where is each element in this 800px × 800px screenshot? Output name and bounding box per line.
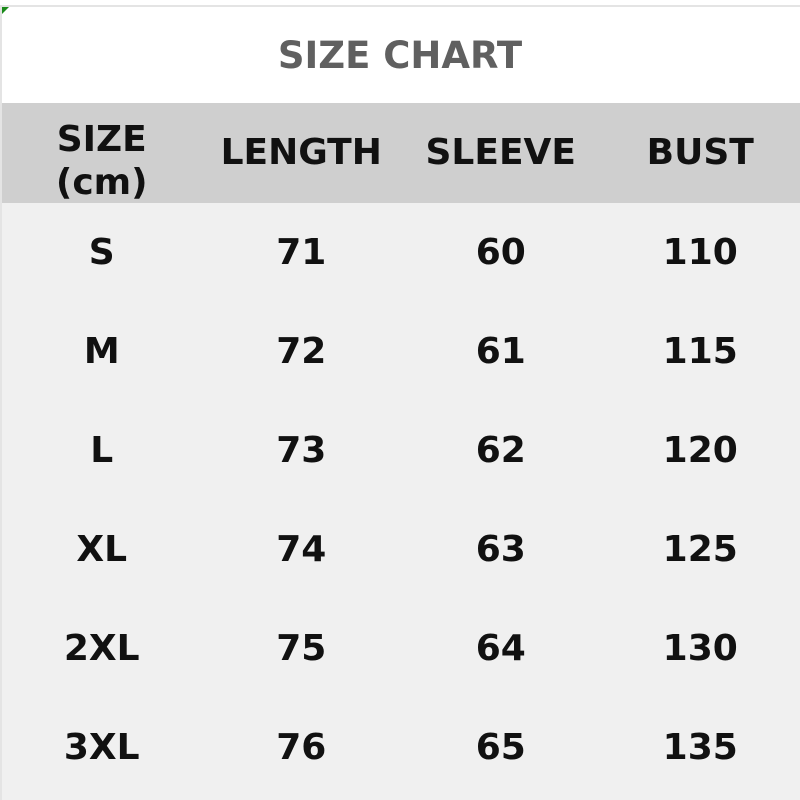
table-header: SIZE (cm) LENGTH SLEEVE BUST (2, 103, 800, 203)
cell-sleeve: 63 (475, 529, 526, 570)
table-row: S 71 60 110 (2, 203, 800, 302)
cell-length: 74 (276, 529, 327, 570)
header-size: SIZE (cm) (2, 103, 202, 203)
cell-bust: 110 (662, 232, 738, 273)
cell-bust: 130 (662, 628, 738, 669)
header-length: LENGTH (220, 132, 382, 174)
cell-length: 71 (276, 232, 327, 273)
cell-sleeve: 65 (475, 727, 526, 768)
cell-size: 3XL (63, 727, 140, 768)
cell-size: XL (76, 529, 128, 570)
cell-bust: 115 (662, 331, 738, 372)
cell-length: 76 (276, 727, 327, 768)
cell-sleeve: 62 (475, 430, 526, 471)
cell-bust: 125 (662, 529, 738, 570)
table-row: XL 74 63 125 (2, 500, 800, 599)
header-size-unit: (cm) (55, 162, 148, 203)
chart-frame (0, 5, 800, 800)
header-sleeve: SLEEVE (425, 132, 576, 174)
table-row: 2XL 75 64 130 (2, 599, 800, 698)
cell-size: M (83, 331, 120, 372)
cell-length: 73 (276, 430, 327, 471)
table-body: S 71 60 110 M 72 61 115 L 73 62 120 XL 74 63 125 2XL 75 64… (2, 203, 800, 800)
chart-title: SIZE CHART (277, 33, 523, 77)
corner-marker-icon (2, 7, 9, 14)
cell-bust: 120 (662, 430, 738, 471)
cell-size: 2XL (63, 628, 140, 669)
cell-sleeve: 60 (475, 232, 526, 273)
cell-size: S (88, 232, 115, 273)
cell-bust: 135 (662, 727, 738, 768)
table-row: 3XL 76 65 135 (2, 698, 800, 797)
cell-length: 72 (276, 331, 327, 372)
cell-length: 75 (276, 628, 327, 669)
table-row: L 73 62 120 (2, 401, 800, 500)
cell-sleeve: 64 (475, 628, 526, 669)
header-bust: BUST (646, 132, 754, 174)
cell-size: L (90, 430, 114, 471)
cell-sleeve: 61 (475, 331, 526, 372)
header-size-label: SIZE (56, 118, 147, 160)
table-row: M 72 61 115 (2, 302, 800, 401)
